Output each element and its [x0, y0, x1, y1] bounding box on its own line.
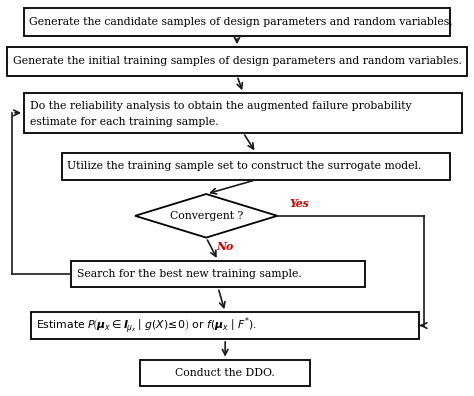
FancyBboxPatch shape: [140, 360, 310, 386]
FancyBboxPatch shape: [62, 153, 450, 180]
Text: No: No: [217, 241, 234, 252]
FancyBboxPatch shape: [24, 93, 462, 133]
Text: Estimate $P\!\left(\boldsymbol{\mu}_{x}\in \boldsymbol{I}_{\!\mu_{x}}\mid g(X)\!: Estimate $P\!\left(\boldsymbol{\mu}_{x}\…: [36, 315, 257, 336]
Text: Generate the initial training samples of design parameters and random variables.: Generate the initial training samples of…: [13, 56, 462, 67]
Text: Generate the candidate samples of design parameters and random variables.: Generate the candidate samples of design…: [29, 17, 453, 27]
Text: estimate for each training sample.: estimate for each training sample.: [29, 116, 218, 127]
FancyBboxPatch shape: [24, 8, 450, 36]
Text: Conduct the DDO.: Conduct the DDO.: [175, 368, 275, 378]
FancyBboxPatch shape: [71, 261, 365, 287]
FancyBboxPatch shape: [7, 47, 467, 76]
Text: Search for the best new training sample.: Search for the best new training sample.: [77, 269, 301, 279]
Text: Yes: Yes: [289, 198, 309, 209]
Text: Utilize the training sample set to construct the surrogate model.: Utilize the training sample set to const…: [67, 161, 422, 171]
Text: Do the reliability analysis to obtain the augmented failure probability: Do the reliability analysis to obtain th…: [29, 101, 411, 111]
FancyBboxPatch shape: [31, 312, 419, 339]
Polygon shape: [135, 194, 277, 238]
Text: Convergent ?: Convergent ?: [170, 211, 243, 221]
